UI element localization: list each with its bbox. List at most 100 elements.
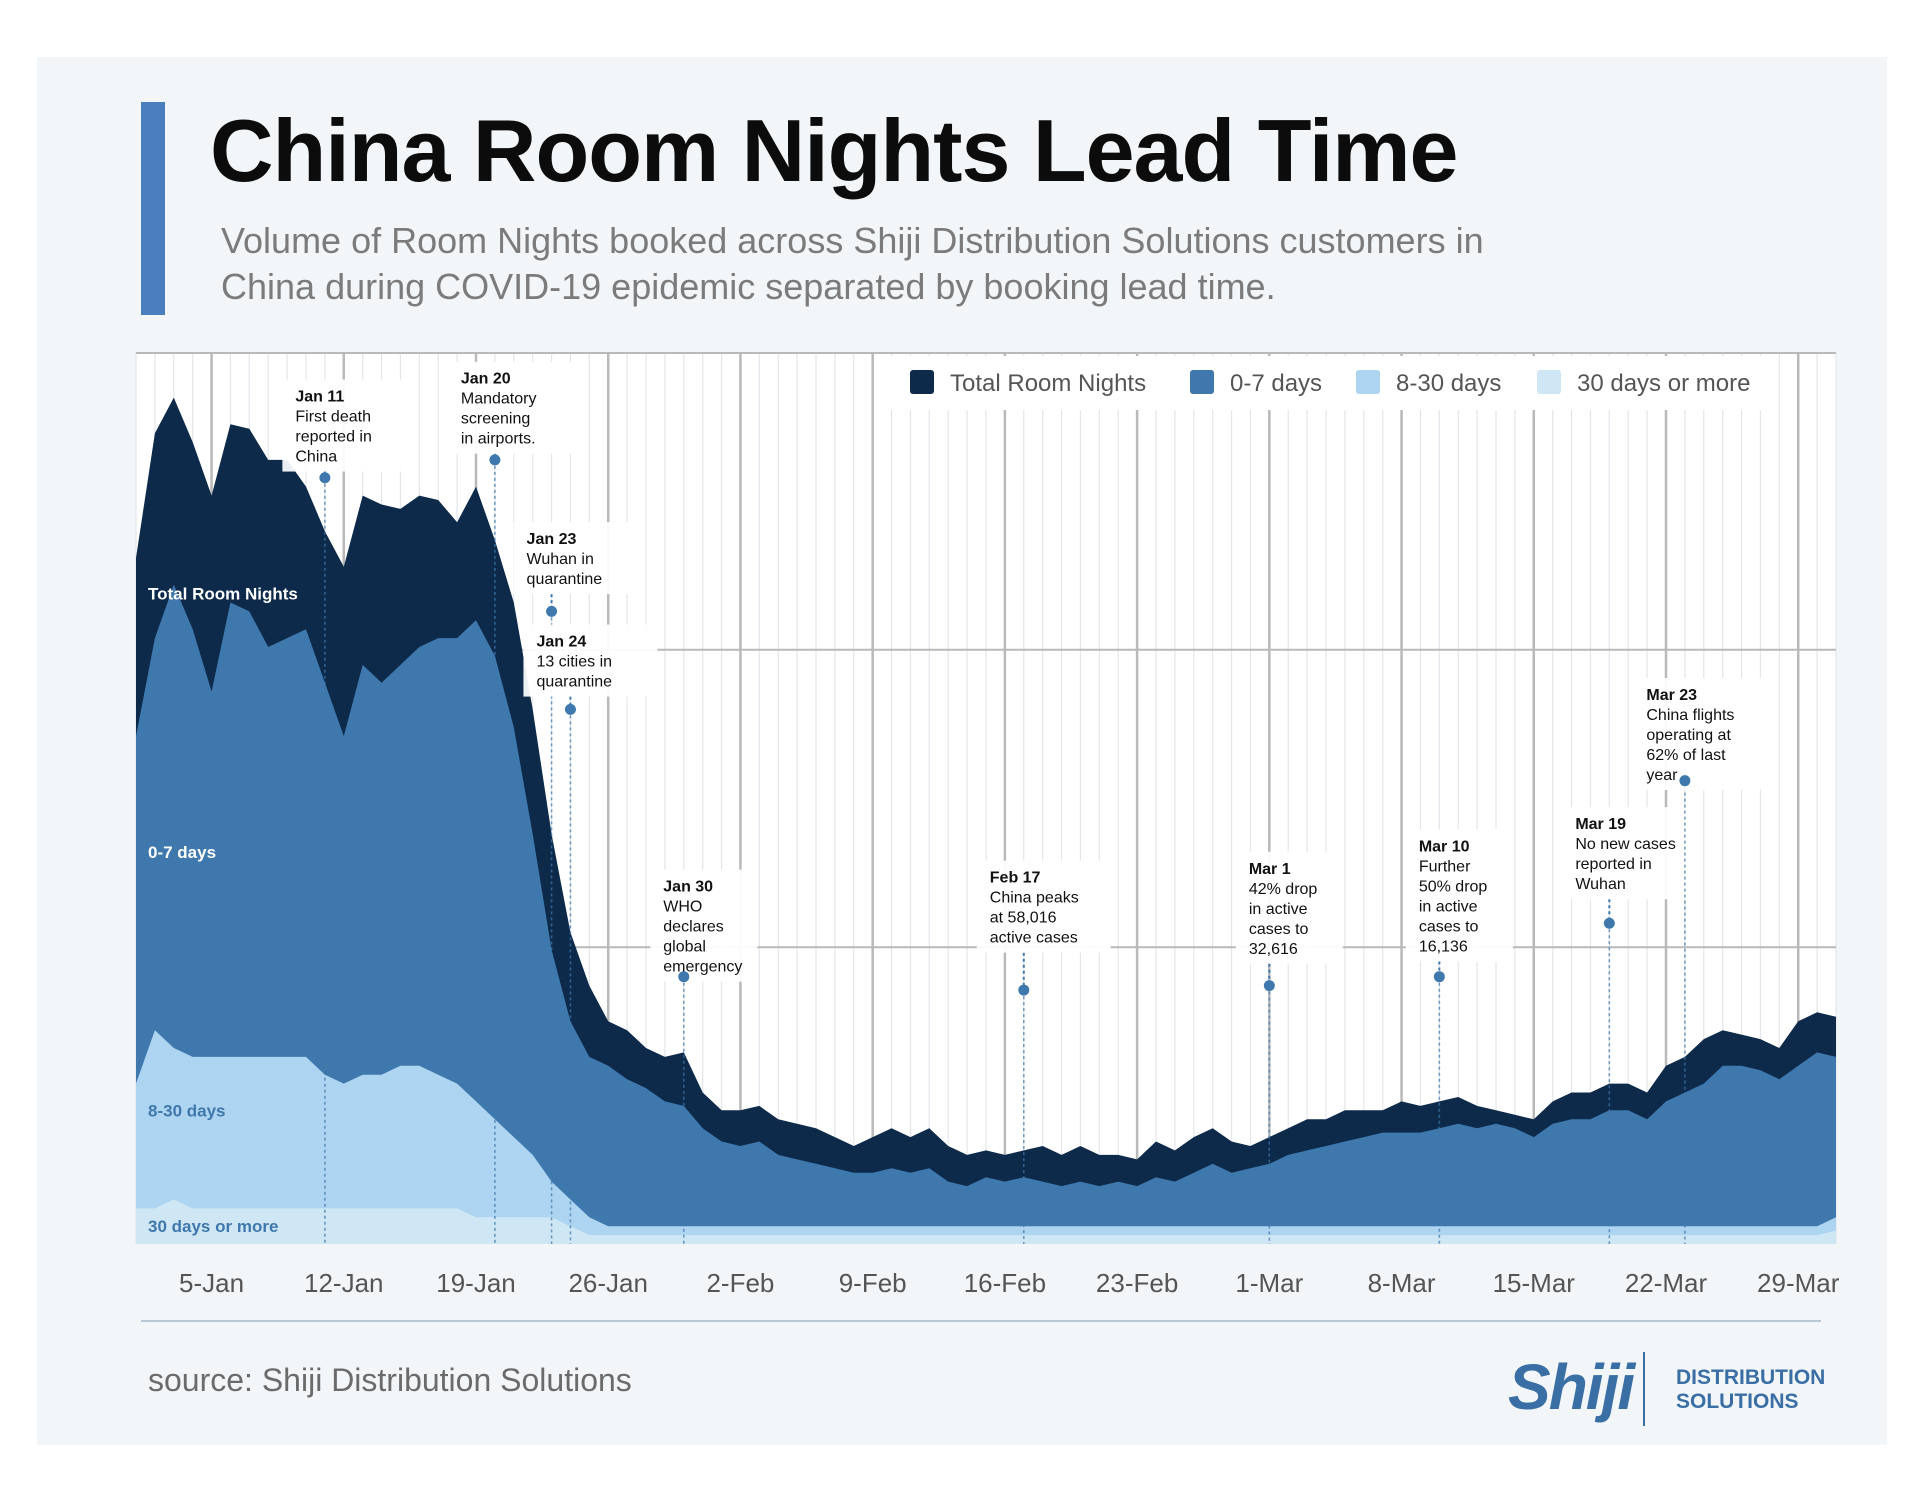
annotation-marker <box>319 472 331 484</box>
logo-separator <box>1643 1352 1645 1426</box>
annotation-text-line: Mandatory <box>461 391 537 408</box>
legend-swatch <box>1537 370 1561 394</box>
annotation-marker <box>1433 971 1445 983</box>
annotation-text-line: cases to <box>1249 921 1309 938</box>
annotation-date: Jan 11 <box>295 389 344 406</box>
annotation-text-line: reported in <box>1575 856 1652 873</box>
x-tick-label: 15-Mar <box>1493 1268 1576 1298</box>
annotation-text-line: emergency <box>663 959 742 976</box>
annotation-text-line: China <box>295 449 337 466</box>
x-tick-label: 26-Jan <box>568 1268 648 1298</box>
annotation-text-line: in airports. <box>461 431 536 448</box>
legend-item: 30 days or more <box>1537 370 1750 397</box>
annotation-text-line: operating at <box>1646 727 1731 744</box>
annotation-jan-11: Jan 11 First death reported in China <box>282 379 408 1244</box>
logo-subtext-line1: DISTRIBUTION <box>1676 1366 1826 1389</box>
annotation-date: Feb 17 <box>990 870 1041 887</box>
annotation-marker <box>489 454 501 466</box>
page-subtitle: Volume of Room Nights booked across Shij… <box>221 220 1484 307</box>
series-label: 30 days or more <box>148 1217 278 1236</box>
legend-swatch <box>910 370 934 394</box>
legend-label: 30 days or more <box>1577 370 1750 397</box>
annotation-jan-23: Jan 23 Wuhan in quarantine <box>513 522 630 1244</box>
x-tick-label: 19-Jan <box>436 1268 516 1298</box>
annotation-date: Jan 20 <box>461 371 511 388</box>
x-tick-label: 16-Feb <box>964 1268 1046 1298</box>
legend-background <box>890 356 1770 410</box>
annotation-box <box>447 361 582 454</box>
annotation-box <box>650 869 758 982</box>
legend-swatch <box>1190 370 1214 394</box>
annotation-text-line: declares <box>663 919 723 936</box>
annotation-text-line: screening <box>461 411 530 428</box>
annotation-text-line: No new cases <box>1575 836 1676 853</box>
source-note: source: Shiji Distribution Solutions <box>148 1362 632 1398</box>
annotation-date: Jan 23 <box>527 531 577 548</box>
annotation-box <box>1405 829 1513 962</box>
title-accent-bar <box>141 102 165 315</box>
series-label: 8-30 days <box>148 1101 226 1120</box>
footer-divider <box>141 1320 1821 1322</box>
legend-label: Total Room Nights <box>950 370 1146 397</box>
x-tick-label: 5-Jan <box>179 1268 244 1298</box>
annotation-text-line: Wuhan in <box>527 551 594 568</box>
series-label: 0-7 days <box>148 843 216 862</box>
x-tick-label: 12-Jan <box>304 1268 384 1298</box>
annotation-mar-10: Mar 10 Further 50% drop in active cases to 16… <box>1405 829 1513 1244</box>
annotation-mar-19: Mar 19 No new cases reported in Wuhan <box>1562 807 1697 1244</box>
chart-annotations: Jan 11 First death reported in China Jan 20 M… <box>282 361 1777 1244</box>
annotation-text-line: reported in <box>295 429 372 446</box>
logo-subtext: DISTRIBUTION SOLUTIONS <box>1676 1366 1836 1414</box>
annotation-text-line: WHO <box>663 899 702 916</box>
annotation-box <box>976 860 1111 953</box>
annotation-text-line: quarantine <box>536 674 612 691</box>
logo-subtext-line2: SOLUTIONS <box>1676 1390 1799 1413</box>
annotation-date: Mar 19 <box>1575 816 1626 833</box>
annotation-mar-23: Mar 23 China flights operating at 62% of la… <box>1633 678 1777 1244</box>
annotation-text-line: global <box>663 939 706 956</box>
area-30-days-or-more <box>136 1199 1836 1244</box>
annotation-jan-20: Jan 20 Mandatory screening in airports. <box>447 361 582 1244</box>
annotation-marker <box>564 703 576 715</box>
annotation-text-line: year <box>1646 767 1678 784</box>
annotation-box <box>513 522 630 595</box>
annotation-text-line: 16,136 <box>1419 939 1468 956</box>
annotation-box <box>1633 678 1777 791</box>
annotation-text-line: China flights <box>1646 707 1734 724</box>
annotation-box <box>523 624 658 697</box>
shiji-logo: Shiji DISTRIBUTION SOLUTIONS <box>1508 1348 1828 1430</box>
annotation-text-line: cases to <box>1419 919 1479 936</box>
legend-swatch <box>1356 370 1380 394</box>
annotation-text-line: 32,616 <box>1249 941 1298 958</box>
annotation-mar-1: Mar 1 42% drop in active cases to 32,616 <box>1235 851 1343 1244</box>
annotation-date: Jan 30 <box>663 879 713 896</box>
annotation-date: Jan 24 <box>536 634 586 651</box>
annotation-box <box>1562 807 1697 900</box>
x-tick-label: 8-Mar <box>1368 1268 1436 1298</box>
series-labels: Total Room Nights 0-7 days 8-30 days 30 day… <box>148 585 298 1237</box>
annotation-text-line: active cases <box>990 930 1078 947</box>
x-tick-label: 22-Mar <box>1625 1268 1708 1298</box>
area-8-30-days <box>136 1030 1836 1244</box>
annotation-marker <box>546 605 558 617</box>
chart-legend: Total Room Nights 0-7 days 8-30 days 30 day… <box>890 356 1770 410</box>
annotation-date: Mar 10 <box>1419 839 1470 856</box>
annotation-marker <box>1018 984 1030 996</box>
annotation-jan-30: Jan 30 WHO declares global emergency <box>650 869 758 1244</box>
chart-areas <box>136 397 1836 1245</box>
legend-item: 8-30 days <box>1356 370 1501 397</box>
annotation-date: Mar 23 <box>1646 687 1697 704</box>
legend-label: 0-7 days <box>1230 370 1322 397</box>
legend-item: 0-7 days <box>1190 370 1322 397</box>
annotation-text-line: 50% drop <box>1419 879 1488 896</box>
annotation-text-line: 13 cities in <box>536 654 612 671</box>
logo-wordmark: Shiji <box>1508 1351 1635 1423</box>
annotation-text-line: 62% of last <box>1646 747 1726 764</box>
annotation-marker <box>1603 917 1615 929</box>
annotation-text-line: Further <box>1419 859 1471 876</box>
annotation-text-line: 42% drop <box>1249 881 1318 898</box>
annotation-box <box>282 379 408 472</box>
annotation-text-line: China peaks <box>990 890 1079 907</box>
annotation-text-line: at 58,016 <box>990 910 1057 927</box>
